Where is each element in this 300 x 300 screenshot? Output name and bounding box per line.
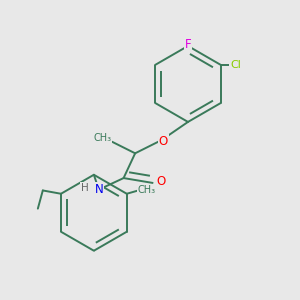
Text: CH₃: CH₃ <box>137 185 156 196</box>
Text: H: H <box>81 183 89 193</box>
Text: O: O <box>156 175 165 188</box>
Text: CH₃: CH₃ <box>93 134 111 143</box>
Text: O: O <box>159 135 168 148</box>
Text: N: N <box>94 183 103 196</box>
Text: Cl: Cl <box>230 60 241 70</box>
Text: F: F <box>185 38 191 51</box>
